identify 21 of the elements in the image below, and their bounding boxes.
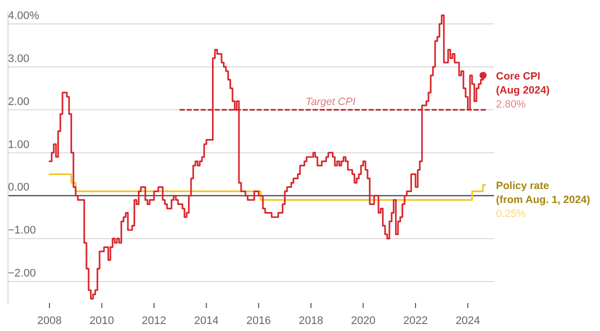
annotation: Target CPI: [306, 96, 356, 108]
x-tick-label: 2014: [194, 315, 219, 328]
y-tick-label: 4.00%: [8, 10, 40, 22]
x-tick-label: 2020: [350, 315, 376, 328]
x-tick-label: 2016: [246, 315, 271, 328]
y-tick-label: −2.00: [8, 268, 36, 280]
y-tick-label: 0.00: [8, 182, 30, 194]
series-label: Policy rate (from Aug. 1, 2024): [496, 180, 590, 206]
x-tick-label: 2022: [403, 315, 428, 328]
y-tick-label: −1.00: [8, 224, 36, 237]
x-tick-label: 2024: [456, 315, 480, 328]
x-tick-label: 2018: [298, 315, 324, 328]
y-tick-label: 1.00: [8, 138, 30, 151]
y-tick-label: 3.00: [8, 52, 30, 65]
x-tick-label: 2008: [37, 315, 62, 328]
x-tick-label: 2010: [90, 315, 114, 328]
annotation: 2.80%: [496, 98, 526, 110]
x-tick-label: 2012: [142, 315, 166, 328]
series-label: Core CPI (Aug 2024): [496, 70, 550, 96]
y-tick-label: 2.00: [8, 96, 30, 108]
annotation: 0.25%: [496, 208, 526, 220]
